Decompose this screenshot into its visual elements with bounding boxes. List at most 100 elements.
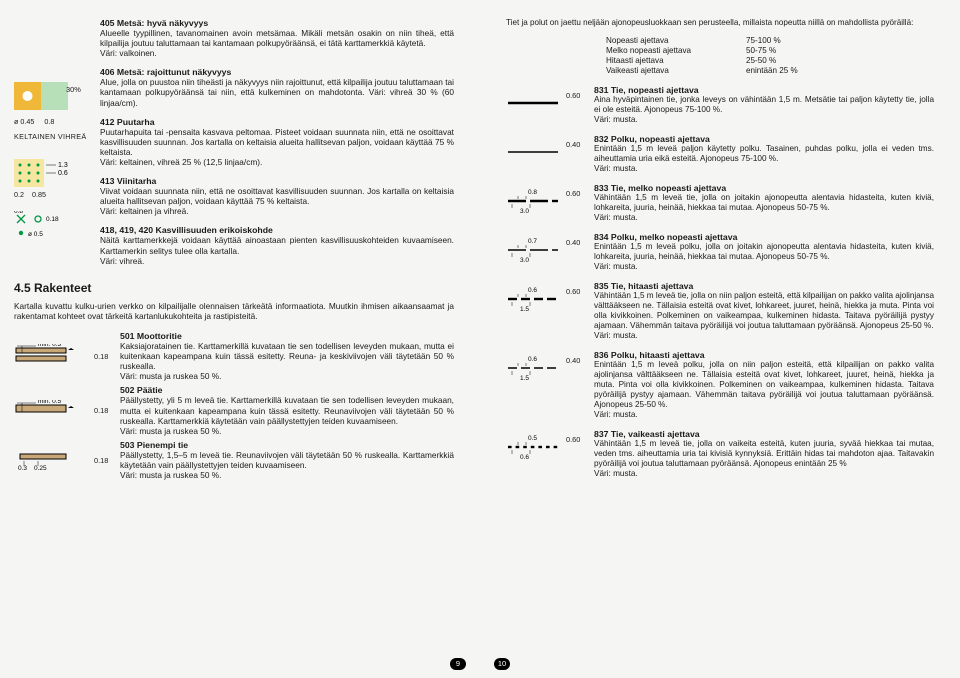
symbol-column: ø 0.45 0.8 KELTAINEN VIHREÄ 1.3 (14, 18, 94, 275)
svg-text:0.8: 0.8 (528, 189, 537, 196)
track-lbl-831: 0.60 (566, 85, 594, 125)
road-title-503: 503 Pienempi tie (120, 440, 454, 450)
road-row-501: min. 0.3 0.18 501 Moottoritie Kaksiajora… (14, 331, 454, 381)
right-intro: Tiet ja polut on jaettu neljään ajonopeu… (506, 18, 934, 28)
road-sym-502: min. 0.5 (14, 400, 94, 421)
svg-text:0.25: 0.25 (34, 465, 47, 470)
sym412-l4: 0.85 (32, 190, 46, 199)
svg-text:0.18: 0.18 (46, 216, 59, 223)
sym405-l2: 0.8 (44, 117, 54, 126)
svg-text:min. 0.5: min. 0.5 (38, 400, 62, 405)
page-right: Tiet ja polut on jaettu neljään ajonopeu… (480, 0, 960, 678)
svg-text:0.6: 0.6 (528, 287, 537, 294)
road-title-502: 502 Päätie (120, 385, 454, 395)
speed-name: Hitaasti ajettava (606, 56, 746, 66)
track-body-832: Enintään 1,5 m leveä paljon käytetty pol… (594, 144, 934, 174)
track-body-833: Vähintään 1,5 m leveä tie, jolla on joit… (594, 193, 934, 223)
track-body-834: Enintään 1,5 m leveä polku, jolla on joi… (594, 242, 934, 272)
speed-name: Melko nopeasti ajettava (606, 46, 746, 56)
road-sym-501: min. 0.3 (14, 344, 94, 369)
speed-table: Nopeasti ajettava75-100 %Melko nopeasti … (606, 36, 934, 76)
title-418: 418, 419, 420 Kasvillisuuden erikoiskohd… (100, 225, 454, 235)
title-406: 406 Metsä: rajoittunut näkyvyys (100, 67, 454, 77)
svg-text:0.7: 0.7 (528, 238, 537, 245)
svg-text:1.5: 1.5 (520, 375, 529, 382)
track-lbl-836: 0.40 (566, 350, 594, 420)
symbol-412: 1.3 0.6 0.2 0.85 (14, 153, 94, 199)
body-405: Alueelle tyypillinen, tavanomainen avoin… (100, 28, 454, 58)
block-418: 418, 419, 420 Kasvillisuuden erikoiskohd… (100, 225, 454, 265)
body-413: Viivat voidaan suunnata niin, että ne os… (100, 186, 454, 216)
track-row-834: 0.7 3.0 0.40 834 Polku, melko nopeasti a… (506, 232, 934, 272)
track-title-833: 833 Tie, melko nopeasti ajettava (594, 183, 934, 193)
track-title-834: 834 Polku, melko nopeasti ajettava (594, 232, 934, 242)
track-lbl-833: 0.60 (566, 183, 594, 223)
svg-text:1.5: 1.5 (520, 306, 529, 313)
track-body-835: Vähintään 1,5 m leveä tie, jolla on niin… (594, 291, 934, 341)
body-406: Alue, jolla on puustoa niin tiheästi ja … (100, 77, 454, 107)
section-title: 4.5 Rakenteet (14, 281, 454, 295)
speed-val: 25-50 % (746, 56, 776, 66)
svg-text:3.0: 3.0 (520, 208, 529, 215)
symbol-418: 0.8 0.18 ø 0.5 (14, 211, 94, 239)
track-sym-837: 0.5 0.6 (506, 429, 566, 479)
sym405-l1: ø 0.45 (14, 117, 34, 126)
track-row-832: 0.40 832 Polku, nopeasti ajettava Enintä… (506, 134, 934, 174)
track-lbl-834: 0.40 (566, 232, 594, 272)
pct-406: 30% (66, 85, 81, 94)
track-lbl-832: 0.40 (566, 134, 594, 174)
svg-text:0.5: 0.5 (528, 435, 537, 442)
road-row-503: 0.3 0.25 0.18 503 Pienempi tie Päällyste… (14, 440, 454, 480)
page-number-9: 9 (450, 658, 466, 670)
svg-text:0.3: 0.3 (18, 465, 27, 470)
track-title-835: 835 Tie, hitaasti ajettava (594, 281, 934, 291)
svg-text:3.0: 3.0 (520, 257, 529, 264)
track-sym-836: 0.6 1.5 (506, 350, 566, 420)
road-body-503: Päällystetty, 1,5–5 m leveä tie. Reunavi… (120, 450, 454, 480)
road-title-501: 501 Moottoritie (120, 331, 454, 341)
track-title-831: 831 Tie, nopeasti ajettava (594, 85, 934, 95)
svg-text:0.6: 0.6 (58, 170, 68, 177)
block-413: 413 Viinitarha Viivat voidaan suunnata n… (100, 176, 454, 216)
track-title-832: 832 Polku, nopeasti ajettava (594, 134, 934, 144)
track-sym-834: 0.7 3.0 (506, 232, 566, 272)
track-lbl-837: 0.60 (566, 429, 594, 479)
title-412: 412 Puutarha (100, 117, 454, 127)
sym412-l3: 0.2 (14, 190, 24, 199)
track-title-836: 836 Polku, hitaasti ajettava (594, 350, 934, 360)
road-row-502: min. 0.5 0.18 502 Päätie Päällystetty, y… (14, 385, 454, 435)
track-row-836: 0.6 1.5 0.40 836 Polku, hitaasti ajettav… (506, 350, 934, 420)
svg-text:0.6: 0.6 (520, 454, 529, 461)
road-lbl-501: 0.18 (94, 352, 120, 361)
body-412: Puutarhapuita tai -pensaita kasvava pelt… (100, 127, 454, 167)
road-body-501: Kaksiajoratainen tie. Karttamerkillä kuv… (120, 341, 454, 381)
road-sym-503: 0.3 0.25 (14, 450, 94, 471)
section-intro: Kartalla kuvattu kulku-urien verkko on k… (14, 301, 454, 321)
speed-val: 50-75 % (746, 46, 776, 56)
track-lbl-835: 0.60 (566, 281, 594, 341)
track-sym-832 (506, 134, 566, 174)
block-406: 30% 406 Metsä: rajoittunut näkyvyys Alue… (100, 67, 454, 107)
speed-val: 75-100 % (746, 36, 781, 46)
svg-text:min. 0.3: min. 0.3 (38, 344, 62, 348)
svg-text:0.6: 0.6 (528, 356, 537, 363)
track-body-836: Enintään 1,5 m leveä polku, jolla on nii… (594, 360, 934, 420)
block-405: 405 Metsä: hyvä näkyvyys Alueelle tyypil… (100, 18, 454, 58)
road-body-502: Päällystetty, yli 5 m leveä tie. Karttam… (120, 395, 454, 435)
track-body-837: Vähintään 1,5 m leveä tie, jolla on vaik… (594, 439, 934, 479)
track-row-831: 0.60 831 Tie, nopeasti ajettava Aina hyv… (506, 85, 934, 125)
track-row-835: 0.6 1.5 0.60 835 Tie, hitaasti ajettava … (506, 281, 934, 341)
track-body-831: Aina hyväpintainen tie, jonka leveys on … (594, 95, 934, 125)
speed-val: enintään 25 % (746, 66, 798, 76)
title-413: 413 Viinitarha (100, 176, 454, 186)
track-sym-831 (506, 85, 566, 125)
body-418: Näitä karttamerkkejä voidaan käyttää ain… (100, 235, 454, 265)
track-sym-833: 0.8 3.0 (506, 183, 566, 223)
svg-text:ø 0.5: ø 0.5 (28, 231, 43, 238)
speed-name: Nopeasti ajettava (606, 36, 746, 46)
text-column-left: 405 Metsä: hyvä näkyvyys Alueelle tyypil… (94, 18, 454, 275)
road-lbl-502: 0.18 (94, 406, 120, 415)
page-left: ø 0.45 0.8 KELTAINEN VIHREÄ 1.3 (0, 0, 480, 678)
svg-text:1.3: 1.3 (58, 162, 68, 169)
block-412: 412 Puutarha Puutarhapuita tai -pensaita… (100, 117, 454, 167)
